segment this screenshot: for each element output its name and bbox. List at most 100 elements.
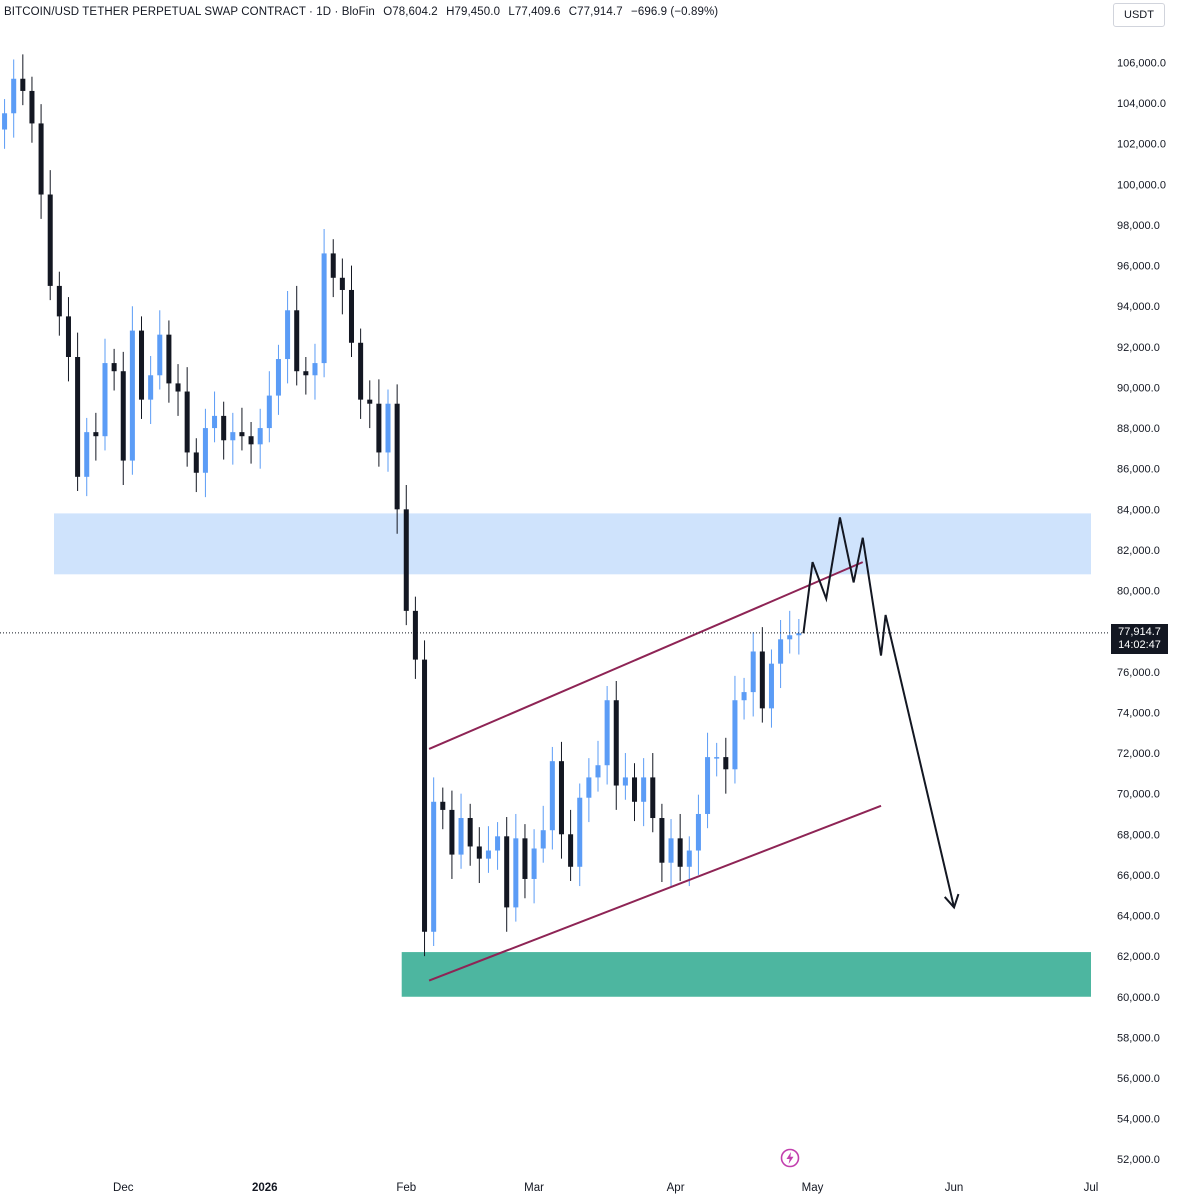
channel-lower-line xyxy=(428,804,882,982)
candle-body xyxy=(193,452,199,473)
time-tick-label: Dec xyxy=(113,1182,134,1194)
price-tick-label: 90,000.0 xyxy=(1117,382,1160,394)
ohlc-open: O78,604.2 xyxy=(383,6,438,18)
candle-body xyxy=(495,836,501,851)
candle-body xyxy=(458,818,464,855)
legend-header: BITCOIN/USD TETHER PERPETUAL SWAP CONTRA… xyxy=(4,6,723,18)
candle-body xyxy=(230,432,236,441)
price-tick-label: 60,000.0 xyxy=(1117,992,1160,1004)
price-tick-label: 72,000.0 xyxy=(1117,748,1160,760)
candle-body xyxy=(586,777,592,798)
projection-path xyxy=(802,517,956,908)
candle-body xyxy=(540,830,546,849)
candle-body xyxy=(522,838,528,879)
price-tick-label: 70,000.0 xyxy=(1117,789,1160,801)
candle-body xyxy=(75,356,81,477)
price-tick-label: 56,000.0 xyxy=(1117,1073,1160,1085)
supply-zone xyxy=(54,513,1091,575)
candle-body xyxy=(239,432,245,437)
candle-body xyxy=(285,310,291,360)
zones-layer xyxy=(54,513,1091,997)
candle-body xyxy=(138,330,145,400)
candle-body xyxy=(449,809,455,855)
last-price-tag: 77,914.7 14:02:47 xyxy=(1111,624,1168,654)
candle-body xyxy=(20,78,26,91)
channel-layer[interactable] xyxy=(428,561,882,982)
candle-body xyxy=(403,509,409,611)
price-tick-label: 76,000.0 xyxy=(1117,667,1160,679)
candle-body xyxy=(339,277,345,290)
projection-arrowhead xyxy=(943,893,960,910)
candle-body xyxy=(412,610,418,660)
candle-body xyxy=(549,761,555,831)
price-tick-label: 62,000.0 xyxy=(1117,951,1160,963)
candle-body xyxy=(613,700,619,786)
candle-body xyxy=(275,359,281,396)
candle-body xyxy=(513,838,519,908)
price-tick-label: 86,000.0 xyxy=(1117,464,1160,476)
time-tick-label: Jul xyxy=(1084,1182,1099,1194)
candle-body xyxy=(714,757,720,759)
candle-body xyxy=(641,777,647,802)
ohlc-change: −696.9 (−0.89%) xyxy=(631,6,719,18)
candle-body xyxy=(202,428,208,473)
time-tick-label: Feb xyxy=(396,1182,416,1194)
price-tick-label: 104,000.0 xyxy=(1117,98,1166,110)
candle-body xyxy=(385,403,391,453)
candles-layer xyxy=(2,54,802,957)
candle-body xyxy=(568,834,574,867)
price-tick-label: 98,000.0 xyxy=(1117,220,1160,232)
candle-body xyxy=(29,90,35,124)
candle-body xyxy=(358,342,364,400)
candle-body xyxy=(184,391,190,453)
candle-body xyxy=(650,777,656,819)
price-tick-label: 82,000.0 xyxy=(1117,545,1160,557)
demand-zone xyxy=(401,952,1091,997)
candle-body xyxy=(796,633,802,636)
candle-body xyxy=(11,78,17,114)
price-tick-label: 84,000.0 xyxy=(1117,504,1160,516)
candle-body xyxy=(622,777,628,786)
time-axis[interactable]: Dec 2026 Feb Mar Apr May Jun Jul xyxy=(113,1182,1098,1194)
candle-body xyxy=(93,432,99,437)
candle-body xyxy=(686,850,692,867)
price-axis[interactable]: 106,000.0 104,000.0 102,000.0 100,000.0 98,0… xyxy=(1117,58,1166,1167)
candle-body xyxy=(376,403,382,453)
candle-body xyxy=(659,818,665,863)
time-tick-label: 2026 xyxy=(252,1182,278,1194)
symbol-title: BITCOIN/USD TETHER PERPETUAL SWAP CONTRA… xyxy=(4,6,375,18)
candle-body xyxy=(348,289,355,343)
candle-body xyxy=(303,371,309,376)
currency-selector[interactable]: USDT xyxy=(1113,3,1165,27)
projection-layer[interactable] xyxy=(802,517,960,910)
candle-body xyxy=(422,659,428,932)
price-tick-label: 54,000.0 xyxy=(1117,1114,1160,1126)
candle-body xyxy=(248,436,254,445)
candle-body xyxy=(394,403,400,510)
candle-body xyxy=(485,850,491,859)
bolt-icon[interactable] xyxy=(780,1148,800,1168)
candle-body xyxy=(759,651,765,709)
candle-body xyxy=(2,113,8,130)
candle-body xyxy=(531,848,537,879)
candle-body xyxy=(440,801,446,810)
candle-body xyxy=(47,194,53,286)
candle-body xyxy=(604,700,610,766)
candle-body xyxy=(166,334,172,384)
candle-body xyxy=(778,639,784,664)
candle-body xyxy=(157,334,163,376)
price-tick-label: 102,000.0 xyxy=(1117,139,1166,151)
candle-body xyxy=(111,363,117,372)
candle-body xyxy=(56,285,62,317)
candle-body xyxy=(294,310,300,372)
candle-body xyxy=(221,415,227,441)
price-tick-label: 88,000.0 xyxy=(1117,423,1160,435)
price-tick-label: 92,000.0 xyxy=(1117,342,1160,354)
candle-body xyxy=(577,797,583,867)
candle-body xyxy=(102,363,108,437)
candle-body xyxy=(750,651,756,693)
candle-body xyxy=(677,838,683,867)
candle-body xyxy=(330,253,336,278)
time-tick-label: Mar xyxy=(524,1182,544,1194)
